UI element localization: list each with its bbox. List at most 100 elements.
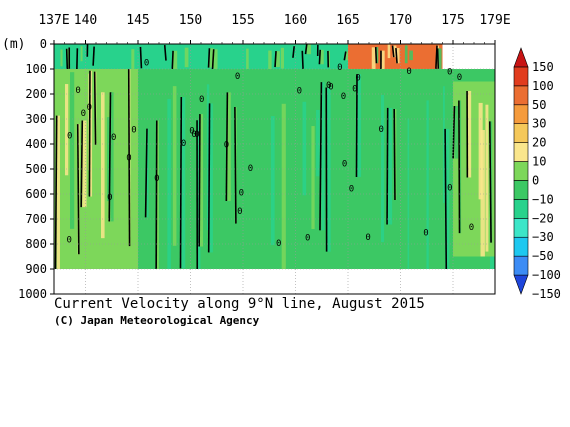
zero-contour-label: 0 (131, 126, 136, 136)
zero-contour-line (156, 120, 157, 269)
zero-contour-line (438, 48, 439, 69)
velocity-streak (316, 110, 320, 176)
zero-contour-label: 0 (352, 85, 357, 95)
zero-contour-line (275, 51, 276, 67)
y-tick-label: 300 (25, 112, 47, 126)
velocity-streak (372, 47, 376, 69)
no-data-region (54, 269, 495, 294)
y-tick-label: 0 (40, 37, 47, 51)
zero-contour-label: 0 (379, 125, 384, 135)
zero-contour-label: 0 (355, 74, 360, 84)
y-tick-label: 500 (25, 162, 47, 176)
velocity-streak (268, 51, 271, 69)
colorbar-label: −10 (532, 192, 554, 206)
x-tick-label: 160 (284, 13, 307, 28)
colorbar-segment (514, 48, 528, 67)
velocity-streak (70, 72, 74, 229)
velocity-streak (101, 92, 105, 238)
zero-contour-line (209, 103, 210, 252)
x-tick-label: 137E (38, 13, 69, 28)
zero-contour-label: 0 (111, 133, 116, 143)
zero-contour-line (140, 47, 141, 68)
y-tick-label: 700 (25, 212, 47, 226)
colorbar-label: 10 (532, 155, 546, 169)
y-tick-label: 100 (25, 62, 47, 76)
zero-contour-label: 0 (447, 184, 452, 194)
zero-contour-label: 0 (342, 160, 347, 170)
colorbar-segment (514, 86, 528, 105)
y-tick-label: 400 (25, 137, 47, 151)
velocity-streak (228, 47, 232, 59)
zero-contour-line (95, 72, 96, 145)
zero-contour-label: 0 (154, 174, 159, 184)
zero-contour-label: 0 (144, 58, 149, 68)
zero-contour-line (235, 107, 236, 224)
chart-title: Current Velocity along 9°N line, August … (54, 296, 425, 312)
zero-contour-label: 0 (423, 229, 428, 239)
zero-contour-label: 0 (341, 92, 346, 102)
velocity-streak (409, 51, 413, 61)
velocity-streak (302, 102, 306, 195)
zero-contour-label: 0 (406, 67, 411, 77)
zero-contour-label: 0 (67, 236, 72, 246)
zero-contour-label: 0 (107, 193, 112, 203)
colorbar-segment (514, 237, 528, 256)
zero-contour-line (387, 108, 388, 225)
velocity-streak (65, 84, 68, 175)
zero-contour-label: 0 (447, 67, 452, 77)
zero-contour-line (93, 47, 94, 66)
colorbar-segment (514, 256, 528, 275)
x-tick-label: 140 (74, 13, 97, 28)
y-tick-label: 900 (25, 262, 47, 276)
colorbar-segment (514, 105, 528, 124)
colorbar-segment (514, 143, 528, 162)
zero-contour-label: 0 (87, 103, 92, 113)
zero-contour-label: 0 (469, 223, 474, 233)
zero-contour-label: 0 (239, 188, 244, 198)
velocity-streak (485, 105, 488, 252)
x-tick-label: 150 (179, 13, 202, 28)
zero-contour-label: 0 (75, 86, 80, 96)
zero-contour-label: 0 (81, 109, 86, 119)
zero-contour-label: 0 (224, 141, 229, 151)
velocity-streak (307, 44, 311, 54)
zero-contour-label: 0 (305, 233, 310, 243)
zero-contour-label: 0 (181, 139, 186, 149)
colorbar-label: −50 (532, 249, 554, 263)
zero-contour-label: 0 (349, 184, 354, 194)
zero-contour-label: 0 (235, 72, 240, 82)
colorbar-label: 150 (532, 60, 554, 74)
zero-contour-line (376, 47, 377, 63)
zero-contour-label: 0 (237, 207, 242, 217)
velocity-streak (281, 48, 284, 69)
y-tick-label: 200 (25, 87, 47, 101)
zero-contour-line (172, 51, 173, 69)
x-tick-label: 145 (126, 13, 149, 28)
velocity-streak (60, 49, 62, 66)
colorbar-label: −150 (532, 287, 561, 301)
credit-text: (C) Japan Meteorological Agency (54, 314, 259, 327)
velocity-streak (381, 95, 384, 242)
y-tick-label: 600 (25, 187, 47, 201)
zero-contour-label: 0 (67, 131, 72, 141)
x-tick-label: 155 (231, 13, 254, 28)
colorbar-label: 30 (532, 117, 546, 131)
zero-contour-line (459, 100, 460, 233)
velocity-streak (131, 49, 134, 69)
velocity-streak (246, 49, 249, 69)
velocity-streak (127, 51, 129, 67)
zero-contour-label: 0 (248, 164, 253, 174)
zero-contour-line (302, 51, 303, 69)
velocity-streak (167, 99, 171, 269)
colorbar-label: −30 (532, 230, 554, 244)
velocity-streak (311, 126, 314, 229)
colorbar-label: −20 (532, 211, 554, 225)
y-axis-label: (m) (2, 37, 25, 52)
x-tick-label: 170 (389, 13, 412, 28)
velocity-streak (219, 51, 223, 59)
